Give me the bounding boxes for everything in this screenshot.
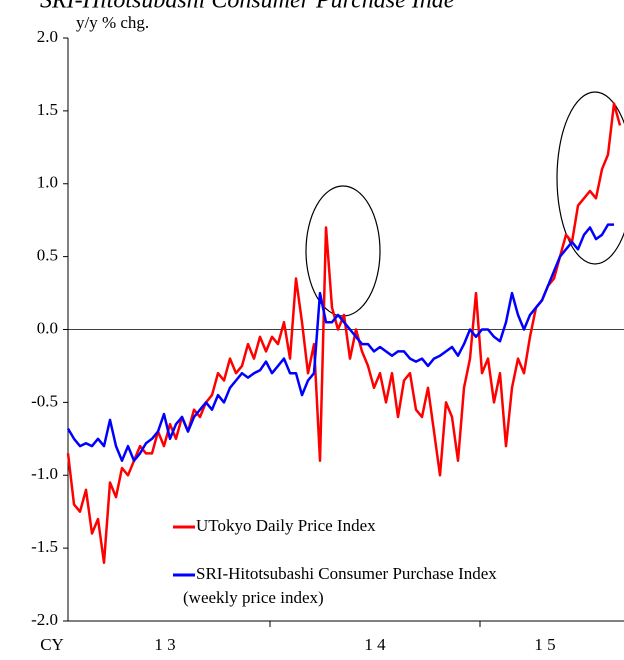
x-tick-label: 1 3 — [154, 635, 175, 654]
highlight-ellipse — [305, 185, 381, 317]
series-line — [66, 102, 622, 564]
legend-note: (weekly price index) — [183, 588, 324, 607]
y-tick-label: -1.0 — [31, 464, 58, 483]
legend-label: SRI-Hitotsubashi Consumer Purchase Index — [196, 564, 497, 583]
y-tick-label: 0.5 — [37, 246, 58, 265]
y-tick-label: 1.5 — [37, 100, 58, 119]
y-axis-label: y/y % chg. — [76, 13, 149, 32]
series-line — [66, 223, 614, 462]
y-tick-label: -1.5 — [31, 537, 58, 556]
y-tick-label: -2.0 — [31, 610, 58, 629]
legend-label: UTokyo Daily Price Index — [196, 516, 376, 535]
x-tick-label: 1 4 — [364, 635, 386, 654]
chart-title: SRI-Hitotsubashi Consumer Purchase Inde — [40, 0, 455, 14]
y-tick-label: -0.5 — [31, 391, 58, 410]
y-tick-label: 0.0 — [37, 318, 58, 337]
y-tick-label: 2.0 — [37, 27, 58, 46]
y-tick-label: 1.0 — [37, 173, 58, 192]
x-prefix: CY — [40, 635, 64, 654]
x-tick-label: 1 5 — [534, 635, 555, 654]
highlight-ellipse — [556, 91, 624, 265]
